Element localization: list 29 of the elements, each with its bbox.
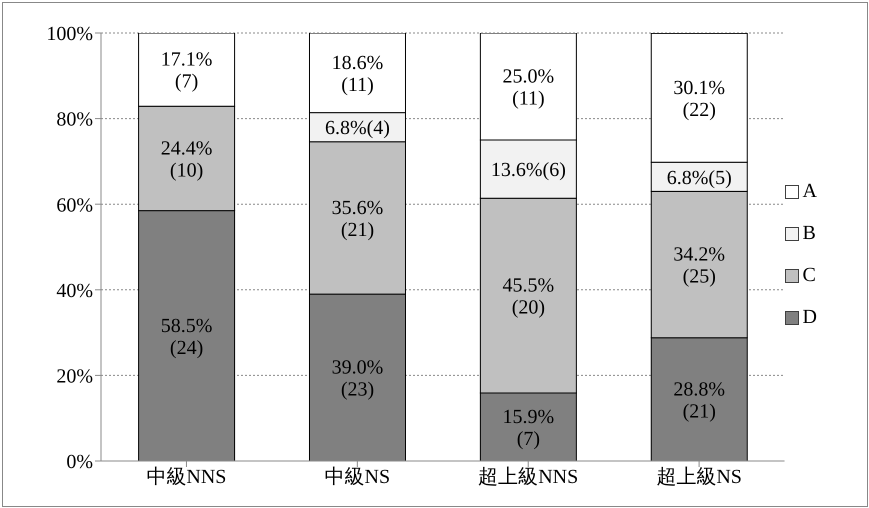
x-tick-label: 中級NS [324,466,390,488]
y-tick-label: 100% [46,23,93,46]
legend-label: C [802,264,816,287]
data-label: 58.5% (24) [160,314,212,359]
data-label: 45.5% (20) [502,274,554,319]
data-label: 24.4% (10) [160,137,212,182]
text: B [802,222,816,245]
data-label: 39.0% (23) [332,356,384,401]
data-label: 30.1% (22) [673,76,726,121]
data-label: 17.1% (7) [160,48,212,93]
x-tick-label: 中級NNS [146,466,226,488]
y-tick-label: 40% [56,280,93,302]
y-tick-label: 0% [66,451,93,474]
data-label: 35.6% (21) [332,196,384,241]
data-label: 6.8%(4) [324,117,390,140]
text: A [802,180,817,203]
legend-label: D [802,306,817,329]
data-label: 18.6% (11) [332,52,384,96]
data-label: 25.0% (11) [502,66,554,110]
y-tick-label: 80% [56,108,93,131]
y-tick-label: 20% [56,366,93,388]
y-tick-label: 60% [56,194,93,216]
data-label: 6.8%(5) [666,166,732,189]
data-label: 28.8% (21) [673,378,726,422]
data-label: 15.9% (7) [502,406,554,450]
data-label: 34.2% (25) [673,244,726,288]
x-tick-label: 超上級NS [656,466,742,488]
x-tick-label: 超上級NNS [478,466,578,488]
data-label: 13.6%(6) [490,159,566,182]
